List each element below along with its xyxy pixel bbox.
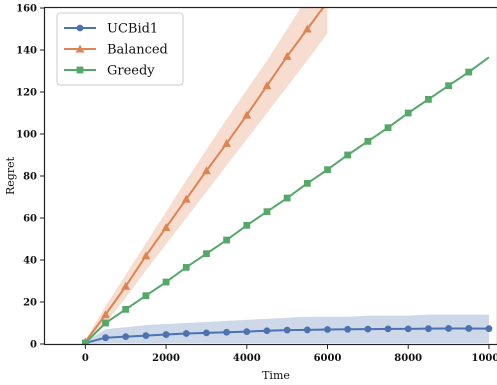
greedy-point <box>102 319 109 327</box>
ucbid1-point <box>283 326 291 334</box>
ucbid1-point <box>344 325 352 333</box>
greedy-point <box>344 151 352 159</box>
balanced-point <box>222 139 232 147</box>
ucbid1-point <box>485 325 493 333</box>
ucbid1-point <box>303 326 311 334</box>
greedy-point <box>445 82 452 90</box>
greedy-point <box>81 339 89 344</box>
balanced-point <box>302 24 312 33</box>
ucbid1-point <box>162 331 170 338</box>
balanced-point <box>282 51 292 60</box>
greedy-point <box>142 292 150 300</box>
greedy-point <box>263 208 271 216</box>
greedy-point <box>162 278 170 286</box>
x-axis-title: Time <box>262 369 290 382</box>
balanced-confidence-band <box>85 8 328 344</box>
x-tick-label: 4000 <box>233 353 261 364</box>
ucbid1-point <box>364 325 372 333</box>
greedy-point <box>283 194 291 202</box>
y-tick-label: 60 <box>23 214 37 225</box>
legend: UCBid1 Balanced Greedy <box>56 12 184 86</box>
ucbid1-point <box>445 325 452 332</box>
ucbid1-point <box>243 328 251 336</box>
ucbid1-point <box>465 325 473 332</box>
marker-layer <box>81 0 493 344</box>
x-tick-label: 6000 <box>314 353 342 364</box>
balanced-point <box>262 81 272 90</box>
ucbid1-point <box>122 333 130 341</box>
y-tick-label: 80 <box>23 172 37 183</box>
legend-label-balanced: Balanced <box>107 43 168 58</box>
y-tick-label: 140 <box>16 46 37 57</box>
x-tick-label: 2000 <box>152 353 180 364</box>
balanced-point <box>121 281 131 290</box>
legend-marker-balanced <box>75 44 85 53</box>
greedy-point <box>404 109 412 117</box>
ucbid1-point <box>404 325 412 333</box>
legend-label-greedy: Greedy <box>107 64 155 79</box>
y-tick-label: 20 <box>23 298 37 309</box>
greedy-point <box>203 250 210 258</box>
ucbid1-point <box>424 325 432 333</box>
ucbid1-point <box>142 332 150 339</box>
greedy-point <box>303 179 311 187</box>
greedy-point <box>324 166 331 174</box>
y-tick-label: 100 <box>16 130 37 141</box>
y-tick-label: 120 <box>16 88 37 99</box>
balanced-point <box>181 194 191 203</box>
x-tick-label: 0 <box>82 353 89 364</box>
y-tick-label: 40 <box>23 256 37 267</box>
greedy-point <box>182 263 190 271</box>
y-axis-title: Regret <box>4 156 17 195</box>
balanced-point <box>101 310 110 319</box>
balanced-point <box>242 110 252 119</box>
y-axis: 0 20 40 60 80 100 120 140 160 <box>16 4 45 351</box>
x-tick-label: 8000 <box>394 353 422 364</box>
ucbid1-point <box>263 327 271 335</box>
ucbid1-point <box>203 329 210 337</box>
legend-marker-greedy <box>76 66 84 74</box>
greedy-point <box>424 95 432 103</box>
ucbid1-point <box>223 328 231 336</box>
greedy-point <box>243 221 251 229</box>
legend-label-ucbid1: UCBid1 <box>107 22 158 37</box>
balanced-point <box>141 251 151 260</box>
ucbid1-point <box>384 325 392 333</box>
ucbid1-point <box>182 330 190 337</box>
balanced-point <box>323 0 332 5</box>
balanced-point <box>161 223 171 231</box>
balanced-point <box>202 166 211 175</box>
legend-marker-ucbid1 <box>76 24 84 32</box>
greedy-point <box>364 137 372 145</box>
legend-box <box>56 12 184 86</box>
ucbid1-point <box>324 326 331 333</box>
greedy-point <box>465 68 473 76</box>
y-tick-label: 160 <box>16 4 37 15</box>
ucbid1-point <box>102 334 109 342</box>
greedy-point <box>122 305 130 313</box>
greedy-point <box>384 124 392 132</box>
greedy-point <box>223 236 231 244</box>
y-tick-label: 0 <box>30 340 37 351</box>
